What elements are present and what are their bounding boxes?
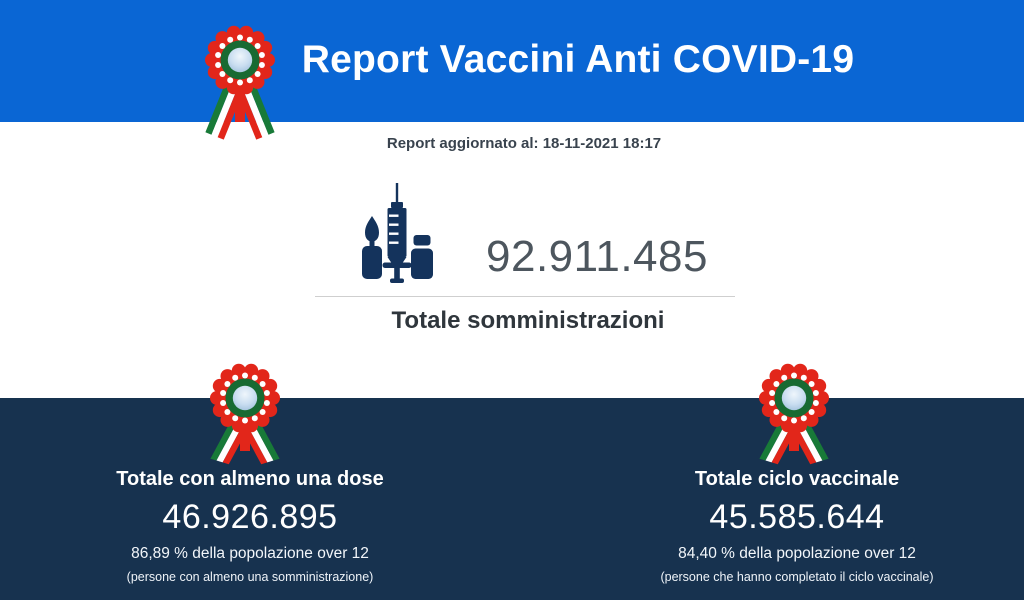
syringe-icon [382, 183, 412, 283]
report-updated-text: Report aggiornato al: 18-11-2021 18:17 [386, 135, 662, 152]
ampoule-icon [362, 216, 382, 279]
italian-cockade-icon [744, 352, 844, 502]
page-title: Report Vaccini Anti COVID-19 [301, 38, 855, 81]
italian-cockade-icon [195, 352, 295, 502]
full-cycle-percent: 84,40 % della popolazione over 12 [678, 545, 916, 562]
at-least-one-dose-percent: 86,89 % della popolazione over 12 [131, 545, 369, 562]
full-cycle-block: Totale ciclo vaccinale 45.585.644 84,40 … [546, 468, 1024, 585]
vial-icon [411, 235, 433, 279]
full-cycle-title: Totale ciclo vaccinale [694, 468, 900, 490]
header-bar: Report Vaccini Anti COVID-19 [0, 0, 1024, 122]
syringe-ampoule-vial-icon [356, 183, 440, 283]
total-administrations-value: 92.911.485 [486, 232, 708, 281]
at-least-one-dose-value: 46.926.895 [162, 498, 338, 536]
total-administrations-label: Totale somministrazioni [391, 307, 665, 334]
divider-line [315, 296, 735, 297]
at-least-one-dose-block: Totale con almeno una dose 46.926.895 86… [0, 468, 500, 585]
italian-cockade-icon [190, 14, 290, 164]
full-cycle-note: (persone che hanno completato il ciclo v… [660, 570, 934, 584]
full-cycle-value: 45.585.644 [709, 498, 885, 536]
at-least-one-dose-note: (persone con almeno una somministrazione… [126, 570, 374, 584]
at-least-one-dose-title: Totale con almeno una dose [116, 468, 384, 490]
footer-panel: Totale con almeno una dose 46.926.895 86… [0, 398, 1024, 600]
